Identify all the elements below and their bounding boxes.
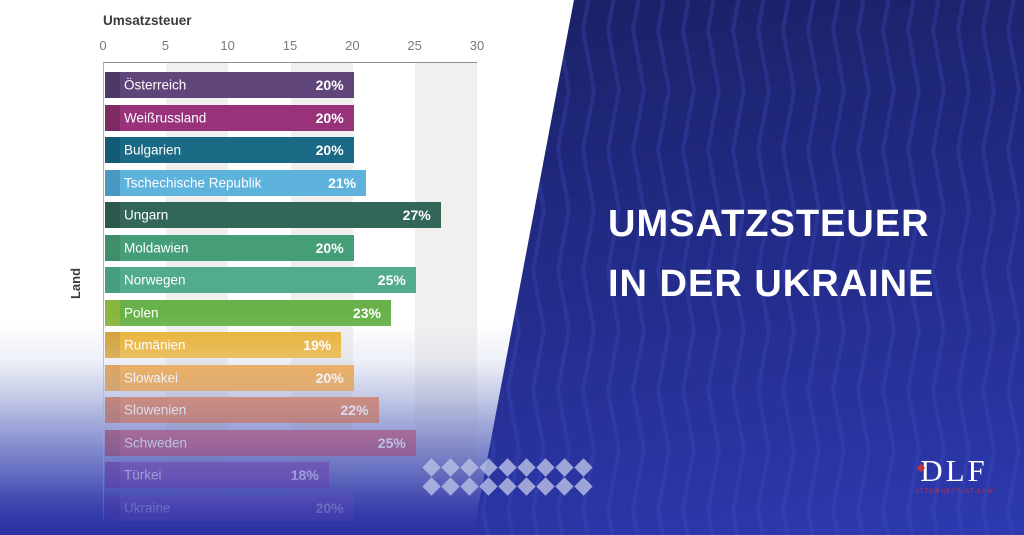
bar-label: Slowakei — [124, 370, 179, 385]
bar-value-label: 20% — [315, 142, 344, 158]
plot-band — [414, 63, 477, 519]
bar-label: Slowenien — [124, 402, 187, 418]
bar-value-label: 20% — [315, 77, 344, 93]
bar-label: Türkei — [124, 467, 162, 483]
headline: UMSATZSTEUER IN DER UKRAINE — [608, 194, 934, 314]
x-axis-tick-label: 15 — [282, 38, 298, 53]
bar-cap — [105, 137, 120, 163]
bar-label: Rumänien — [124, 337, 186, 353]
bar-label: Tschechische Republik — [124, 175, 262, 190]
bar-label: Polen — [124, 305, 159, 320]
bar-cap — [105, 267, 120, 293]
bar-row: Türkei 18% — [105, 462, 329, 488]
bar-row: Bulgarien 20% — [105, 137, 354, 163]
bar-cap — [105, 299, 120, 326]
bar-row: Ukraine 20% — [105, 494, 354, 521]
bar-value-label: 25% — [377, 272, 406, 288]
x-axis-tick-label: 30 — [469, 38, 485, 53]
bar-value-label: 23% — [352, 304, 381, 321]
bar-row: Österreich 20% — [105, 72, 354, 98]
bar-row: Polen 23% — [105, 299, 391, 326]
bar-value-label: 22% — [340, 402, 369, 418]
bar-row: Slowenien 22% — [105, 397, 379, 423]
bar-cap — [105, 429, 120, 456]
bar-label: Schweden — [124, 435, 188, 450]
bar-value-label: 20% — [315, 239, 344, 256]
bar-label: Bulgarien — [124, 142, 182, 158]
bar-row: Schweden 25% — [105, 429, 416, 456]
bar-row: Weißrussland 20% — [105, 104, 354, 131]
bar-value-label: 19% — [303, 337, 332, 353]
x-axis-tick-label: 5 — [161, 38, 169, 53]
bar-cap — [105, 397, 120, 423]
x-axis-tick-label: 20 — [345, 38, 360, 53]
bar-label: Weißrussland — [124, 110, 207, 125]
bar-label: Österreich — [124, 77, 187, 93]
dlf-logo-text: DLF — [915, 454, 993, 488]
bar-value-label: 27% — [402, 207, 431, 223]
bar-row: Ungarn 27% — [105, 202, 441, 228]
bar-label: Norwegen — [124, 272, 186, 288]
x-axis-tick-label: 0 — [99, 38, 107, 53]
dlf-logo: DLF ATTORNEYS-AT-LAW — [915, 454, 994, 496]
x-axis-tick-label: 10 — [220, 38, 235, 53]
bar-cap — [105, 202, 120, 228]
bar-cap — [105, 332, 120, 358]
bar-row: Slowakei 20% — [105, 364, 354, 391]
bar-value-label: 20% — [315, 369, 344, 386]
headline-line-1: UMSATZSTEUER — [608, 203, 930, 245]
x-axis-tick-label: 25 — [407, 38, 422, 53]
bar-cap — [105, 364, 120, 391]
x-axis-title: Umsatzsteuer — [103, 13, 192, 28]
dlf-logo-tagline: ATTORNEYS-AT-LAW — [915, 489, 994, 495]
bar-row: Moldawien 20% — [105, 234, 354, 261]
bar-cap — [105, 462, 120, 488]
bar-row: Tschechische Republik 21% — [105, 169, 367, 196]
y-axis-title: Land — [68, 267, 84, 300]
bar-cap — [105, 72, 120, 98]
bar-value-label: 25% — [377, 434, 406, 451]
bar-row: Norwegen 25% — [105, 267, 416, 293]
plot-area: Österreich 20% Weißrussland 20% Bulgarien 20%… — [103, 62, 477, 521]
bar-cap — [105, 169, 120, 196]
bar-value-label: 18% — [290, 467, 319, 483]
bar-value-label: 20% — [315, 109, 344, 126]
bar-label: Ungarn — [124, 207, 169, 223]
bar-value-label: 20% — [315, 499, 344, 516]
bar-cap — [105, 494, 120, 521]
x-axis-ticks: 0 5 10 15 20 25 30 — [99, 38, 484, 54]
bar-value-label: 21% — [328, 174, 357, 191]
bar-cap — [105, 234, 120, 261]
bar-label: Ukraine — [124, 500, 171, 515]
bar-label: Moldawien — [124, 240, 189, 255]
bar-cap — [105, 104, 120, 131]
bar-row: Rumänien 19% — [105, 332, 342, 358]
headline-line-2: IN DER UKRAINE — [608, 263, 935, 305]
